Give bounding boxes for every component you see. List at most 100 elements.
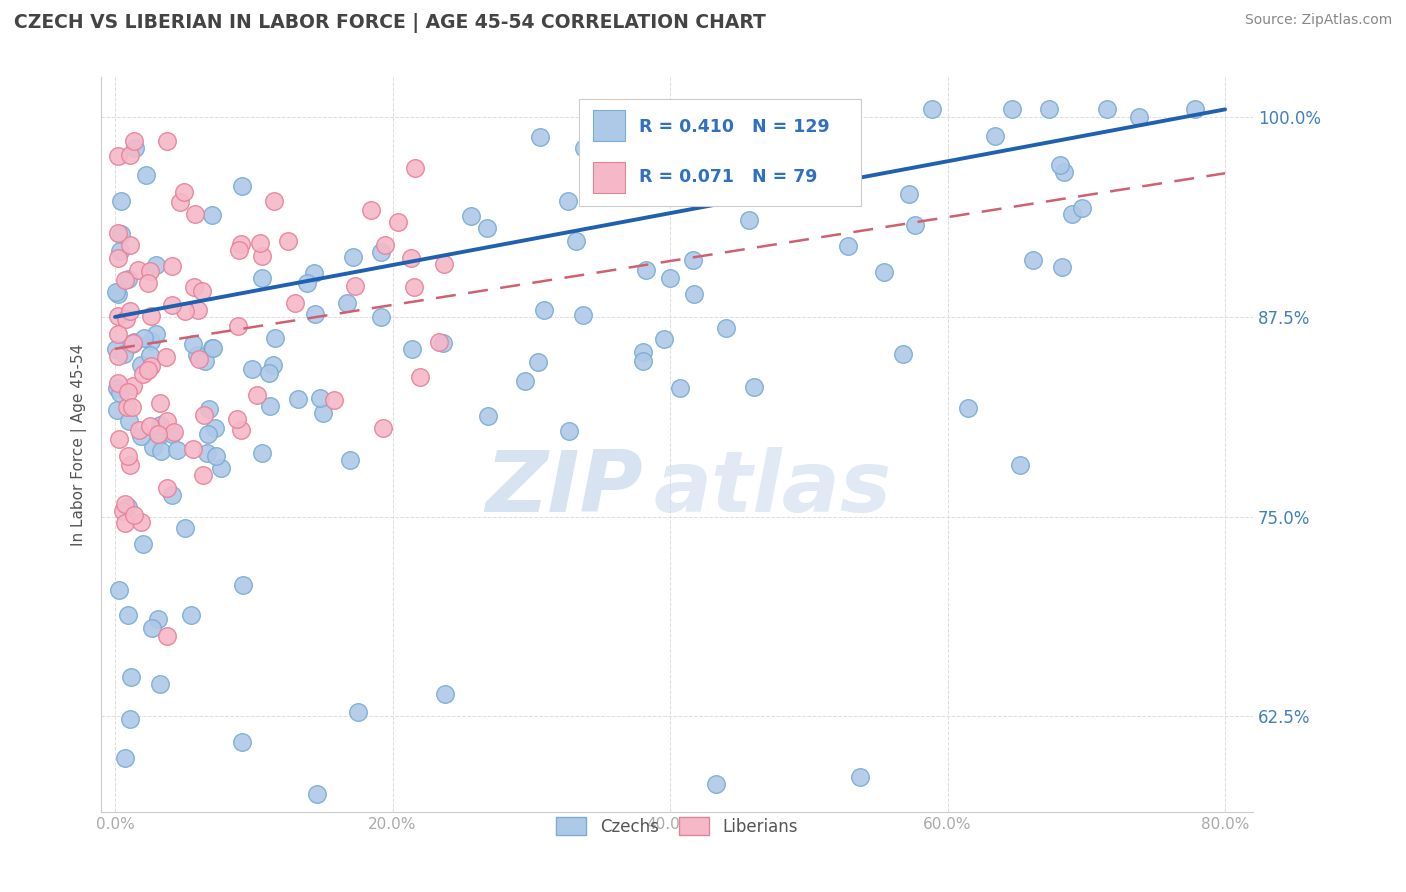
- Point: [150, 443, 173, 458]
- Point: [187, 302, 209, 317]
- Point: [683, 287, 706, 301]
- Point: [141, 309, 163, 323]
- Point: [149, 417, 172, 432]
- Point: [121, 336, 143, 351]
- Point: [156, 414, 179, 428]
- Point: [166, 442, 188, 457]
- Point: [246, 388, 269, 402]
- Point: [1184, 103, 1206, 117]
- Point: [1128, 110, 1150, 124]
- Point: [105, 342, 128, 356]
- Point: [630, 128, 652, 142]
- Point: [148, 429, 170, 443]
- Point: [174, 304, 197, 318]
- Point: [111, 504, 134, 518]
- Point: [139, 334, 162, 348]
- Point: [201, 341, 224, 355]
- Point: [121, 400, 143, 414]
- Point: [259, 399, 281, 413]
- Point: [118, 148, 141, 162]
- Point: [1062, 207, 1084, 221]
- Point: [139, 359, 162, 373]
- Point: [114, 311, 136, 326]
- Point: [132, 537, 155, 551]
- Point: [1010, 458, 1032, 473]
- Point: [308, 391, 330, 405]
- Point: [387, 215, 409, 229]
- Point: [572, 308, 595, 322]
- Point: [107, 349, 129, 363]
- Point: [118, 414, 141, 428]
- Point: [162, 297, 184, 311]
- Text: CZECH VS LIBERIAN IN LABOR FORCE | AGE 45-54 CORRELATION CHART: CZECH VS LIBERIAN IN LABOR FORCE | AGE 4…: [14, 13, 766, 33]
- Point: [141, 621, 163, 635]
- Point: [155, 350, 177, 364]
- Point: [124, 508, 146, 523]
- Point: [139, 418, 162, 433]
- Text: Source: ZipAtlas.com: Source: ZipAtlas.com: [1244, 13, 1392, 28]
- Point: [107, 149, 129, 163]
- Point: [193, 409, 215, 423]
- Point: [114, 497, 136, 511]
- Point: [704, 777, 727, 791]
- Point: [131, 429, 153, 443]
- Point: [183, 280, 205, 294]
- Text: ZIP: ZIP: [485, 447, 643, 530]
- Point: [259, 366, 281, 380]
- Point: [187, 351, 209, 366]
- Point: [198, 402, 221, 417]
- Point: [129, 515, 152, 529]
- Point: [682, 253, 704, 268]
- Point: [347, 705, 370, 719]
- Point: [342, 250, 364, 264]
- Point: [1001, 103, 1024, 117]
- Point: [709, 161, 731, 176]
- Point: [105, 403, 128, 417]
- Point: [1053, 164, 1076, 178]
- Text: atlas: atlas: [654, 447, 891, 530]
- Point: [129, 358, 152, 372]
- Point: [173, 185, 195, 199]
- Point: [304, 307, 326, 321]
- FancyBboxPatch shape: [593, 111, 626, 141]
- Point: [115, 401, 138, 415]
- Point: [195, 445, 218, 459]
- Point: [160, 488, 183, 502]
- Point: [114, 516, 136, 530]
- Point: [287, 392, 309, 407]
- Point: [105, 285, 128, 299]
- Point: [284, 296, 307, 310]
- Text: R = 0.410   N = 129: R = 0.410 N = 129: [638, 118, 830, 136]
- Point: [117, 500, 139, 514]
- Point: [201, 208, 224, 222]
- Point: [956, 401, 979, 416]
- Y-axis label: In Labor Force | Age 45-54: In Labor Force | Age 45-54: [72, 343, 87, 546]
- Point: [323, 392, 346, 407]
- Point: [229, 236, 252, 251]
- Point: [574, 141, 596, 155]
- Point: [312, 406, 335, 420]
- Point: [132, 368, 155, 382]
- Point: [107, 326, 129, 341]
- Point: [139, 348, 162, 362]
- Point: [1050, 260, 1073, 274]
- Point: [434, 687, 457, 701]
- Point: [658, 270, 681, 285]
- Point: [117, 272, 139, 286]
- Point: [1071, 202, 1094, 216]
- Point: [174, 521, 197, 535]
- Point: [200, 341, 222, 355]
- Point: [262, 359, 284, 373]
- Point: [117, 450, 139, 464]
- Point: [586, 169, 609, 183]
- Point: [145, 327, 167, 342]
- Point: [232, 578, 254, 592]
- Point: [122, 379, 145, 393]
- Point: [149, 677, 172, 691]
- Point: [513, 374, 536, 388]
- Point: [250, 445, 273, 459]
- Point: [742, 380, 765, 394]
- Point: [145, 258, 167, 272]
- Point: [250, 249, 273, 263]
- Point: [873, 265, 896, 279]
